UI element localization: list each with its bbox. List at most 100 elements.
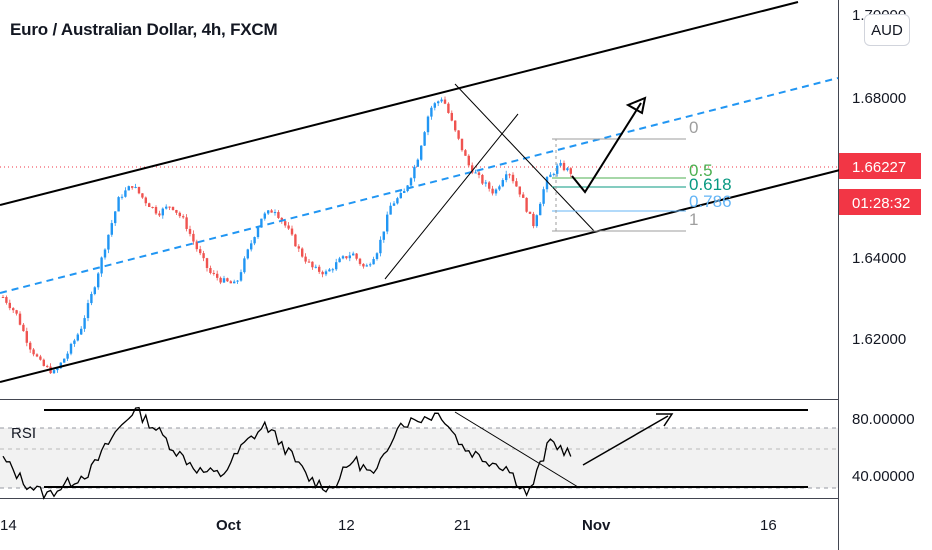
fib-retracement[interactable]: 0 0.5 0.618 0.786 1 — [552, 118, 732, 232]
last-price-value: 1.66227 — [852, 159, 906, 176]
candle — [267, 210, 270, 214]
candles-layer — [1, 96, 572, 374]
candle — [301, 248, 304, 257]
candle — [297, 246, 300, 249]
candle — [331, 269, 334, 271]
channel-upper-line[interactable] — [0, 1, 799, 206]
candle — [314, 266, 317, 268]
candle — [171, 206, 175, 211]
candle — [124, 190, 127, 197]
candle — [76, 334, 79, 341]
fib-label-0-618: 0.618 — [689, 175, 732, 194]
time-axis-label: Nov — [582, 517, 611, 534]
channel-mid-line[interactable] — [0, 77, 839, 294]
candle — [528, 211, 532, 214]
chart-title: Euro / Australian Dollar, 4h, FXCM — [10, 20, 278, 39]
candle — [222, 278, 226, 283]
candle — [345, 256, 348, 259]
candle — [270, 210, 273, 213]
candle — [318, 266, 321, 272]
candle — [304, 256, 307, 262]
candle — [539, 203, 542, 216]
candle — [379, 239, 382, 254]
countdown-value: 01:28:32 — [852, 195, 910, 212]
candle — [144, 197, 147, 204]
candle — [467, 155, 470, 166]
candle — [168, 206, 171, 208]
last-price-badge — [839, 153, 921, 179]
candle — [256, 227, 260, 238]
rsi-axis-label: 40.00000 — [852, 468, 915, 485]
candle — [107, 234, 110, 250]
candle — [239, 272, 243, 281]
candle — [518, 186, 521, 195]
candle — [22, 324, 25, 332]
price-axis-label: 1.64000 — [852, 250, 906, 267]
candle — [396, 198, 399, 204]
candle — [294, 234, 297, 247]
candle — [195, 241, 198, 250]
price-axis-label: 1.68000 — [852, 90, 906, 107]
candle — [542, 189, 545, 204]
candle — [233, 281, 236, 284]
candle — [25, 331, 28, 343]
candle — [158, 213, 161, 216]
candle — [226, 278, 229, 282]
candle — [522, 194, 525, 198]
candle — [440, 99, 443, 102]
candle — [545, 177, 549, 190]
candle — [450, 112, 453, 121]
candle — [328, 269, 331, 272]
candle — [501, 180, 504, 187]
projection-path[interactable] — [571, 102, 642, 194]
candle — [110, 223, 113, 235]
candle — [32, 349, 35, 355]
candle — [42, 359, 45, 366]
candle — [199, 249, 202, 254]
candle — [5, 297, 8, 303]
candle — [437, 101, 440, 104]
candle — [348, 255, 351, 259]
candle — [246, 249, 249, 259]
candle — [460, 138, 464, 151]
candle — [382, 231, 385, 240]
trend-line-down[interactable] — [454, 83, 596, 233]
candle — [137, 186, 141, 194]
candle — [52, 370, 56, 374]
candle — [216, 273, 219, 278]
rsi-projection-arrowhead — [656, 413, 674, 427]
candle — [484, 182, 487, 184]
candle — [229, 281, 232, 284]
candle — [209, 267, 212, 273]
candle — [307, 261, 311, 263]
candle — [365, 265, 368, 267]
candle — [324, 271, 328, 275]
candle — [273, 212, 277, 214]
candle — [182, 216, 185, 218]
countdown-badge — [839, 189, 921, 215]
candle — [29, 342, 32, 350]
candle — [311, 261, 314, 268]
candle — [494, 189, 498, 194]
rsi-trend-line[interactable] — [454, 411, 579, 488]
rsi-line[interactable] — [2, 406, 572, 500]
candle — [63, 358, 66, 363]
candle — [508, 174, 511, 176]
candle — [369, 264, 372, 266]
channel-lower-line[interactable] — [0, 169, 841, 383]
candle — [471, 165, 474, 173]
candle — [321, 271, 324, 275]
candle — [192, 233, 195, 242]
currency-button[interactable]: AUD — [864, 14, 910, 46]
rsi-projection-arrow[interactable] — [582, 415, 669, 466]
candle — [447, 103, 450, 113]
candle — [287, 225, 290, 229]
candle — [59, 362, 62, 369]
candle — [355, 253, 358, 259]
candle — [525, 197, 528, 212]
candle — [372, 259, 375, 265]
candle — [535, 215, 538, 227]
trend-line-up[interactable] — [384, 113, 519, 280]
candle — [552, 173, 555, 175]
